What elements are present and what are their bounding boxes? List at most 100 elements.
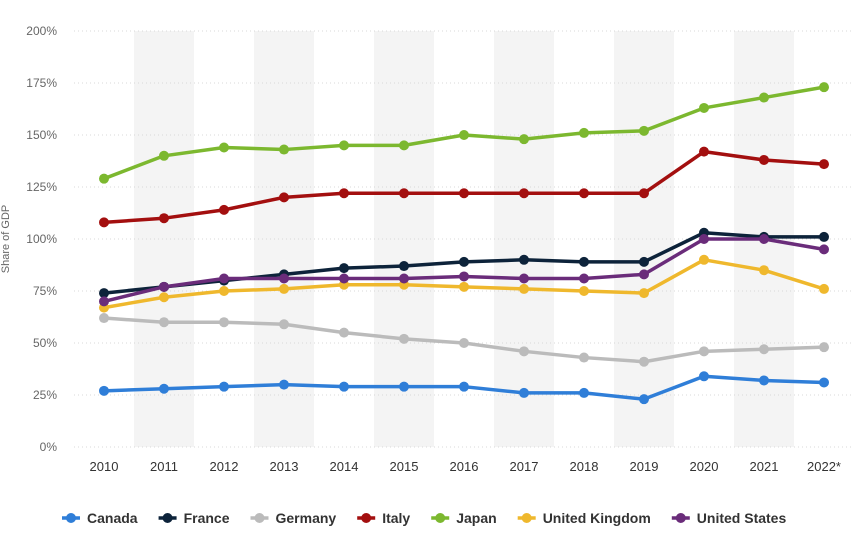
data-point[interactable] bbox=[579, 352, 589, 363]
data-point[interactable] bbox=[279, 273, 289, 284]
data-point[interactable] bbox=[519, 283, 529, 294]
data-point[interactable] bbox=[459, 338, 469, 348]
data-point[interactable] bbox=[519, 188, 529, 199]
data-point[interactable] bbox=[99, 288, 109, 299]
data-point[interactable] bbox=[399, 140, 409, 151]
legend-item-united-kingdom[interactable]: United Kingdom bbox=[517, 510, 651, 526]
data-point[interactable] bbox=[819, 283, 829, 294]
data-point[interactable] bbox=[99, 296, 109, 307]
legend-item-france[interactable]: France bbox=[158, 510, 230, 526]
data-point[interactable] bbox=[759, 234, 769, 244]
data-point[interactable] bbox=[159, 292, 169, 303]
data-point[interactable] bbox=[519, 134, 529, 145]
data-point[interactable] bbox=[819, 231, 829, 242]
data-point[interactable] bbox=[99, 173, 109, 184]
series-germany[interactable] bbox=[99, 313, 829, 367]
column-band bbox=[134, 31, 194, 447]
data-point[interactable] bbox=[639, 269, 649, 280]
data-point[interactable] bbox=[339, 140, 349, 151]
data-point[interactable] bbox=[759, 344, 769, 355]
data-point[interactable] bbox=[579, 387, 589, 398]
data-point[interactable] bbox=[99, 217, 109, 228]
data-point[interactable] bbox=[579, 256, 589, 267]
data-point[interactable] bbox=[159, 317, 169, 328]
data-point[interactable] bbox=[639, 394, 649, 405]
data-point[interactable] bbox=[759, 92, 769, 103]
data-point[interactable] bbox=[819, 377, 829, 388]
data-point[interactable] bbox=[699, 146, 709, 157]
legend-item-united-states[interactable]: United States bbox=[671, 510, 787, 526]
data-point[interactable] bbox=[219, 286, 229, 296]
data-point[interactable] bbox=[579, 286, 589, 296]
data-point[interactable] bbox=[399, 273, 409, 284]
data-point[interactable] bbox=[339, 188, 349, 199]
legend-item-germany[interactable]: Germany bbox=[250, 510, 337, 526]
data-point[interactable] bbox=[219, 381, 229, 392]
data-point[interactable] bbox=[639, 125, 649, 136]
data-point[interactable] bbox=[279, 283, 289, 294]
data-point[interactable] bbox=[819, 244, 829, 255]
data-point[interactable] bbox=[339, 273, 349, 284]
data-point[interactable] bbox=[699, 346, 709, 357]
legend-item-canada[interactable]: Canada bbox=[62, 510, 138, 526]
data-point[interactable] bbox=[219, 142, 229, 153]
data-point[interactable] bbox=[639, 256, 649, 267]
data-point[interactable] bbox=[699, 254, 709, 265]
data-point[interactable] bbox=[519, 346, 529, 357]
data-point[interactable] bbox=[99, 313, 109, 324]
data-point[interactable] bbox=[159, 383, 169, 394]
data-point[interactable] bbox=[219, 273, 229, 284]
data-point[interactable] bbox=[459, 281, 469, 292]
data-point[interactable] bbox=[759, 154, 769, 165]
data-point[interactable] bbox=[819, 342, 829, 353]
data-point[interactable] bbox=[639, 288, 649, 299]
series-italy[interactable] bbox=[99, 146, 829, 228]
data-point[interactable] bbox=[579, 127, 589, 138]
data-point[interactable] bbox=[459, 188, 469, 199]
series-canada[interactable] bbox=[99, 371, 829, 405]
data-point[interactable] bbox=[279, 319, 289, 330]
data-point[interactable] bbox=[459, 130, 469, 140]
data-point[interactable] bbox=[339, 263, 349, 274]
data-point[interactable] bbox=[639, 356, 649, 367]
data-point[interactable] bbox=[519, 254, 529, 265]
data-point[interactable] bbox=[399, 381, 409, 392]
data-point[interactable] bbox=[699, 234, 709, 244]
data-point[interactable] bbox=[699, 102, 709, 113]
data-point[interactable] bbox=[219, 317, 229, 328]
data-point[interactable] bbox=[159, 213, 169, 224]
legend-item-italy[interactable]: Italy bbox=[357, 510, 410, 526]
series-lines bbox=[99, 82, 829, 405]
data-point[interactable] bbox=[279, 379, 289, 390]
legend[interactable]: Canada France Germany Italy Japan United King… bbox=[62, 510, 786, 526]
data-point[interactable] bbox=[279, 144, 289, 155]
data-point[interactable] bbox=[99, 385, 109, 396]
data-point[interactable] bbox=[339, 381, 349, 392]
data-point[interactable] bbox=[759, 265, 769, 276]
data-point[interactable] bbox=[459, 381, 469, 392]
x-tick-label: 2022* bbox=[807, 459, 841, 474]
data-point[interactable] bbox=[279, 192, 289, 203]
data-point[interactable] bbox=[159, 281, 169, 292]
data-point[interactable] bbox=[519, 387, 529, 398]
data-point[interactable] bbox=[579, 188, 589, 199]
data-point[interactable] bbox=[579, 273, 589, 284]
series-japan[interactable] bbox=[99, 82, 829, 184]
data-point[interactable] bbox=[699, 371, 709, 382]
data-point[interactable] bbox=[639, 188, 649, 199]
series-united-kingdom[interactable] bbox=[99, 254, 829, 313]
data-point[interactable] bbox=[819, 82, 829, 93]
data-point[interactable] bbox=[459, 271, 469, 282]
legend-item-japan[interactable]: Japan bbox=[431, 510, 497, 526]
data-point[interactable] bbox=[219, 204, 229, 215]
data-point[interactable] bbox=[519, 273, 529, 284]
data-point[interactable] bbox=[759, 375, 769, 386]
data-point[interactable] bbox=[399, 188, 409, 199]
data-point[interactable] bbox=[399, 261, 409, 272]
data-point[interactable] bbox=[339, 327, 349, 338]
series-united-states[interactable] bbox=[99, 234, 829, 307]
data-point[interactable] bbox=[819, 159, 829, 170]
data-point[interactable] bbox=[159, 150, 169, 161]
data-point[interactable] bbox=[399, 333, 409, 344]
data-point[interactable] bbox=[459, 256, 469, 267]
